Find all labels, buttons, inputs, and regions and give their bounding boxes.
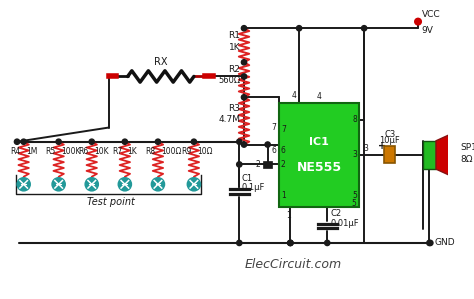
Text: 1: 1 — [286, 211, 291, 220]
Circle shape — [325, 240, 330, 245]
Text: 10μF: 10μF — [379, 135, 400, 144]
Text: 100K: 100K — [62, 147, 81, 156]
Circle shape — [85, 178, 99, 191]
Text: NE555: NE555 — [297, 161, 342, 174]
Circle shape — [237, 240, 242, 245]
Text: 10K: 10K — [95, 147, 109, 156]
Circle shape — [155, 139, 161, 144]
Text: 4.7M: 4.7M — [218, 115, 240, 124]
Circle shape — [122, 139, 128, 144]
Text: R2: R2 — [228, 65, 240, 74]
Text: 0.01μF: 0.01μF — [330, 219, 359, 228]
Text: 9V: 9V — [422, 26, 434, 35]
Text: 8Ω: 8Ω — [461, 155, 473, 164]
Circle shape — [296, 26, 302, 31]
Circle shape — [14, 139, 20, 144]
Circle shape — [237, 162, 242, 167]
Text: 10Ω: 10Ω — [197, 147, 212, 156]
Text: R5: R5 — [46, 147, 56, 156]
Circle shape — [428, 240, 433, 245]
Text: R4: R4 — [10, 147, 21, 156]
Text: 4: 4 — [292, 91, 296, 100]
Text: 1: 1 — [281, 191, 286, 200]
Circle shape — [151, 178, 164, 191]
Text: 2: 2 — [255, 160, 260, 169]
Text: R1: R1 — [228, 31, 240, 40]
Bar — [423, 141, 436, 169]
Text: C3: C3 — [384, 130, 395, 139]
Text: 1M: 1M — [27, 147, 38, 156]
Text: 0.1μF: 0.1μF — [241, 183, 264, 192]
Text: R3: R3 — [228, 104, 240, 113]
Text: 4: 4 — [317, 92, 322, 101]
Circle shape — [237, 139, 242, 144]
Text: GND: GND — [434, 238, 455, 248]
Bar — [279, 103, 359, 207]
Circle shape — [241, 74, 246, 79]
Circle shape — [21, 139, 26, 144]
Text: 1K: 1K — [128, 147, 137, 156]
Text: R8: R8 — [145, 147, 155, 156]
Text: 560Ω: 560Ω — [218, 76, 240, 85]
Circle shape — [56, 139, 61, 144]
Bar — [263, 161, 273, 168]
Text: 7: 7 — [271, 123, 276, 132]
Text: 1K: 1K — [228, 43, 240, 52]
Circle shape — [265, 142, 270, 147]
Text: ElecCircuit.com: ElecCircuit.com — [245, 258, 342, 271]
Circle shape — [241, 60, 246, 65]
Circle shape — [241, 26, 246, 31]
Circle shape — [288, 240, 293, 245]
Circle shape — [17, 178, 30, 191]
Circle shape — [362, 26, 367, 31]
Bar — [384, 147, 395, 164]
Text: 3: 3 — [353, 150, 357, 159]
Text: C2: C2 — [330, 209, 341, 218]
Circle shape — [118, 178, 131, 191]
Circle shape — [415, 18, 421, 25]
Text: R9: R9 — [181, 147, 191, 156]
Text: 7: 7 — [281, 125, 286, 134]
Text: +: + — [378, 141, 386, 151]
Text: R6: R6 — [79, 147, 89, 156]
Text: SP1: SP1 — [461, 143, 474, 152]
Circle shape — [191, 139, 197, 144]
Text: 5: 5 — [353, 191, 357, 200]
Text: RX: RX — [154, 57, 167, 67]
Polygon shape — [436, 131, 457, 179]
Circle shape — [241, 142, 246, 147]
Circle shape — [427, 240, 432, 245]
Text: R7: R7 — [112, 147, 122, 156]
Circle shape — [288, 240, 293, 245]
Text: 100Ω: 100Ω — [161, 147, 181, 156]
Text: 3: 3 — [363, 144, 368, 153]
Text: 8: 8 — [353, 115, 357, 124]
Text: 6: 6 — [271, 146, 276, 155]
Circle shape — [89, 139, 94, 144]
Circle shape — [187, 178, 201, 191]
Text: 2: 2 — [281, 160, 286, 169]
Text: 6: 6 — [281, 146, 286, 155]
Text: VCC: VCC — [422, 10, 440, 19]
Circle shape — [52, 178, 65, 191]
Text: 5: 5 — [352, 199, 356, 208]
Circle shape — [241, 94, 246, 100]
Text: Test point: Test point — [87, 196, 135, 207]
Text: C1: C1 — [241, 174, 252, 183]
Circle shape — [288, 240, 293, 245]
Text: IC1: IC1 — [309, 138, 329, 147]
